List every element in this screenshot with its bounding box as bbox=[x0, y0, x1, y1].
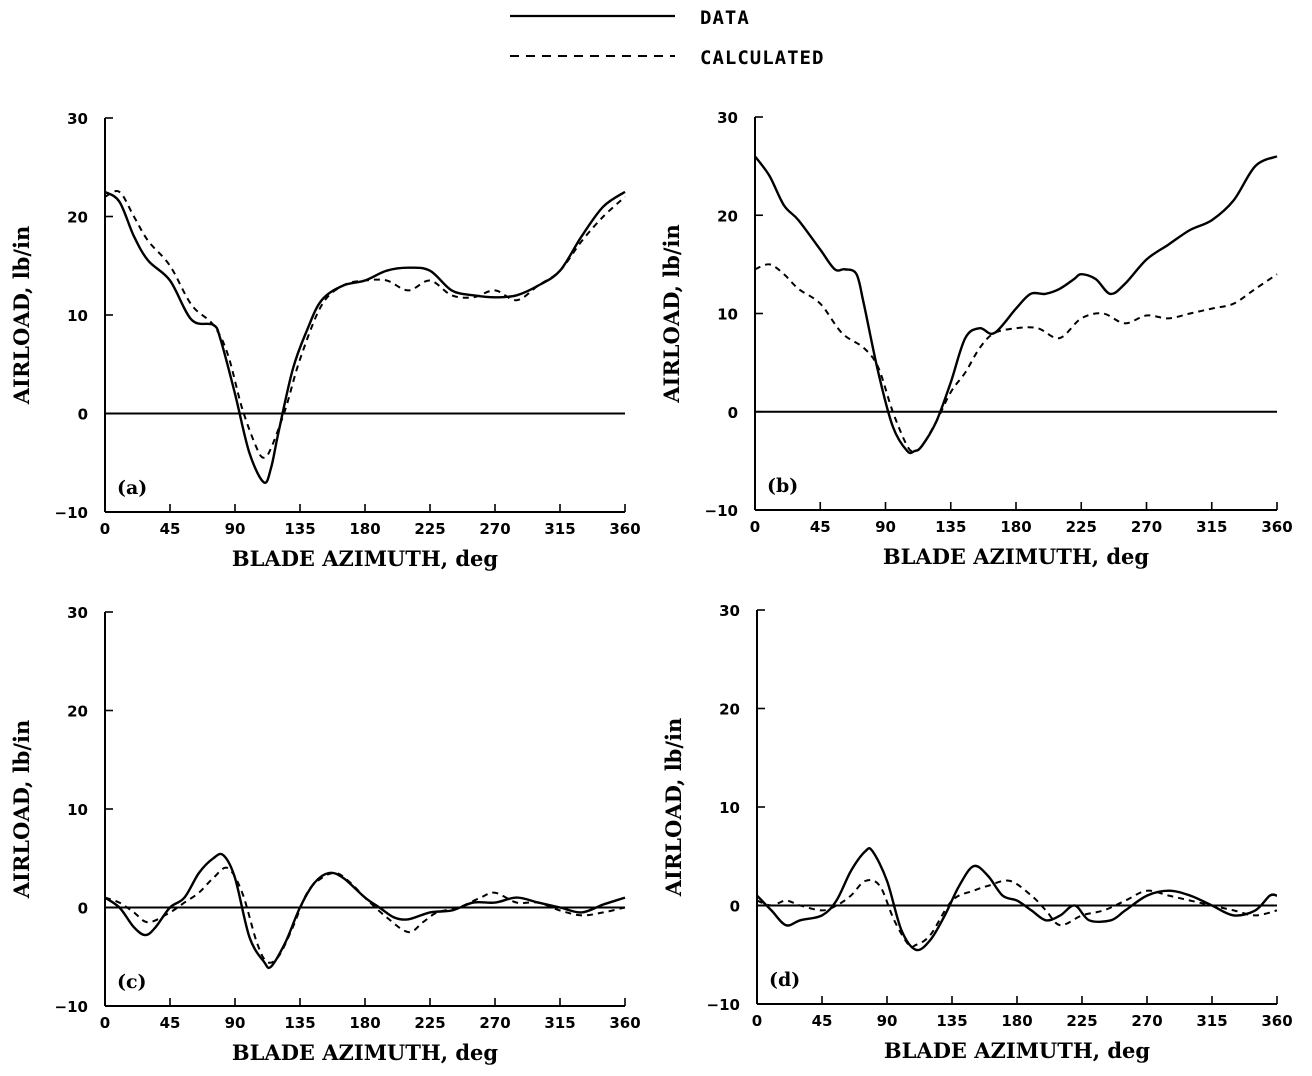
x-tick-label: 225 bbox=[1066, 518, 1097, 536]
x-tick-label: 45 bbox=[160, 1014, 181, 1032]
y-tick-label: 10 bbox=[719, 799, 740, 817]
x-axis-title: BLADE AZIMUTH, deg bbox=[884, 1038, 1150, 1063]
calculated-series-line bbox=[756, 878, 1278, 949]
x-tick-label: 270 bbox=[1131, 518, 1162, 536]
x-tick-label: 180 bbox=[1001, 1012, 1032, 1030]
x-tick-label: 0 bbox=[100, 1014, 110, 1032]
y-axis-title: AIRLOAD, lb/in bbox=[9, 226, 34, 406]
y-tick-label: 20 bbox=[67, 209, 88, 227]
y-tick-label: −10 bbox=[707, 996, 740, 1014]
y-tick-label: −10 bbox=[55, 998, 88, 1016]
y-tick-label: 30 bbox=[717, 109, 738, 127]
x-tick-label: 0 bbox=[100, 520, 110, 538]
x-tick-label: 45 bbox=[812, 1012, 833, 1030]
data-series-line bbox=[104, 190, 626, 485]
panel-label: (c) bbox=[117, 971, 147, 993]
x-tick-label: 225 bbox=[1066, 1012, 1097, 1030]
chart-panel-b: 0 45 90 135 180 225 270 315 360 −10 0 10 20 30 BLADE A… bbox=[659, 109, 1293, 569]
panel-label: (b) bbox=[767, 475, 798, 497]
calculated-series-line bbox=[104, 190, 626, 459]
y-tick-label: −10 bbox=[55, 504, 88, 522]
x-tick-label: 135 bbox=[284, 520, 315, 538]
chart-panel-d: 0 45 90 135 180 225 270 315 360 −10 0 10 20 30 BLADE A… bbox=[661, 602, 1293, 1063]
y-tick-label: 0 bbox=[78, 900, 88, 918]
y-tick-label: 10 bbox=[67, 801, 88, 819]
x-tick-label: 270 bbox=[1131, 1012, 1162, 1030]
x-tick-label: 135 bbox=[284, 1014, 315, 1032]
chart-panels: 0 45 90 135 180 225 270 315 360 −10 0 10 20 30 BLADE A… bbox=[9, 109, 1293, 1065]
x-axis-title: BLADE AZIMUTH, deg bbox=[883, 544, 1149, 569]
x-tick-label: 315 bbox=[1196, 1012, 1227, 1030]
panel-label: (d) bbox=[769, 969, 800, 991]
chart-panel-a: 0 45 90 135 180 225 270 315 360 −10 0 10 20 30 BLADE A… bbox=[9, 110, 641, 571]
y-tick-label: 10 bbox=[717, 306, 738, 324]
x-tick-label: 90 bbox=[225, 520, 246, 538]
x-tick-label: 225 bbox=[414, 520, 445, 538]
y-axis-title: AIRLOAD, lb/in bbox=[9, 720, 34, 900]
y-axis-title: AIRLOAD, lb/in bbox=[659, 224, 684, 404]
calculated-series-line bbox=[754, 263, 1278, 453]
data-series-line bbox=[756, 847, 1278, 952]
x-tick-label: 315 bbox=[544, 1014, 575, 1032]
x-tick-label: 270 bbox=[479, 1014, 510, 1032]
y-tick-label: 0 bbox=[728, 404, 738, 422]
x-tick-label: 180 bbox=[349, 1014, 380, 1032]
x-tick-label: 315 bbox=[1196, 518, 1227, 536]
x-tick-label: 90 bbox=[225, 1014, 246, 1032]
y-tick-label: 20 bbox=[717, 207, 738, 225]
x-tick-label: 0 bbox=[750, 518, 760, 536]
x-tick-label: 180 bbox=[1000, 518, 1031, 536]
x-tick-label: 270 bbox=[479, 520, 510, 538]
x-tick-label: 0 bbox=[752, 1012, 762, 1030]
x-tick-label: 360 bbox=[1261, 518, 1292, 536]
x-tick-label: 45 bbox=[160, 520, 181, 538]
legend-calculated-label: CALCULATED bbox=[700, 47, 824, 69]
y-axis-title: AIRLOAD, lb/in bbox=[661, 718, 686, 898]
x-tick-label: 225 bbox=[414, 1014, 445, 1032]
calculated-series-line bbox=[104, 866, 626, 964]
y-tick-label: 30 bbox=[67, 110, 88, 128]
y-tick-label: 30 bbox=[67, 604, 88, 622]
y-tick-label: 0 bbox=[730, 898, 740, 916]
x-tick-label: 315 bbox=[544, 520, 575, 538]
y-tick-label: 10 bbox=[67, 307, 88, 325]
legend-data-label: DATA bbox=[700, 7, 750, 29]
y-tick-label: 0 bbox=[78, 406, 88, 424]
chart-panel-c: 0 45 90 135 180 225 270 315 360 −10 0 10 20 30 BLADE A… bbox=[9, 604, 641, 1065]
x-tick-label: 45 bbox=[810, 518, 831, 536]
x-tick-label: 135 bbox=[935, 518, 966, 536]
y-tick-label: −10 bbox=[705, 502, 738, 520]
x-tick-label: 360 bbox=[609, 1014, 640, 1032]
x-tick-label: 180 bbox=[349, 520, 380, 538]
legend: DATA CALCULATED bbox=[510, 7, 824, 69]
x-tick-label: 360 bbox=[609, 520, 640, 538]
x-axis-title: BLADE AZIMUTH, deg bbox=[232, 1040, 498, 1065]
x-tick-label: 90 bbox=[875, 518, 896, 536]
y-tick-label: 20 bbox=[67, 703, 88, 721]
x-tick-label: 90 bbox=[877, 1012, 898, 1030]
y-tick-label: 30 bbox=[719, 602, 740, 620]
x-tick-label: 360 bbox=[1261, 1012, 1292, 1030]
panel-label: (a) bbox=[117, 477, 147, 499]
x-tick-label: 135 bbox=[936, 1012, 967, 1030]
y-tick-label: 20 bbox=[719, 701, 740, 719]
data-series-line bbox=[104, 852, 626, 970]
data-series-line bbox=[754, 155, 1278, 455]
x-axis-title: BLADE AZIMUTH, deg bbox=[232, 546, 498, 571]
